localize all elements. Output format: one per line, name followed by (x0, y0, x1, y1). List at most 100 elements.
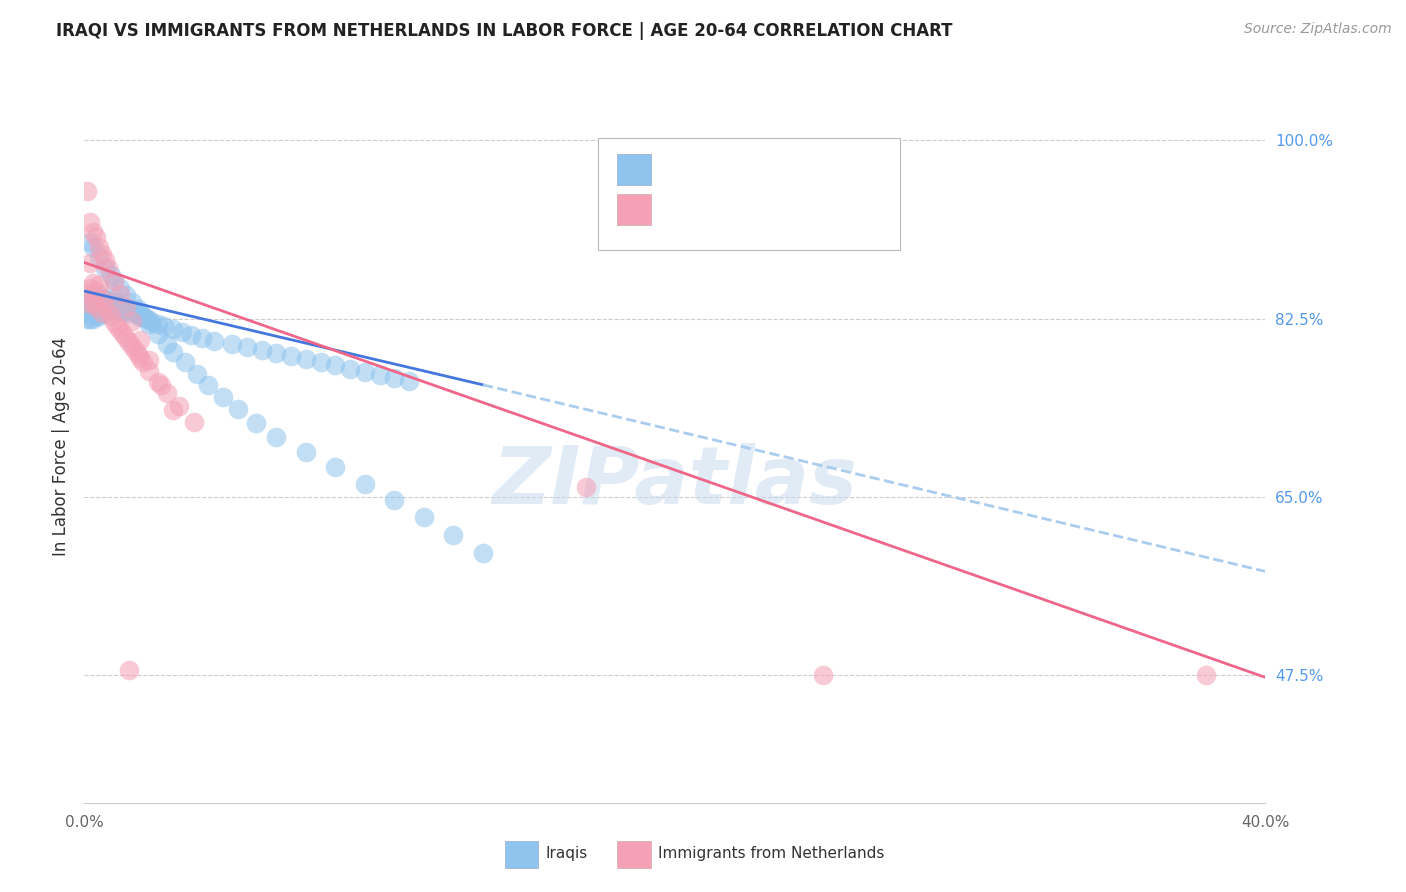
Point (94, 292, 117, 306)
Point (82, 311, 104, 326)
Point (111, 326, 134, 341)
Point (76, 306, 98, 320)
Point (76, 296, 98, 310)
Point (309, 355, 332, 369)
Point (79, 301, 101, 316)
Point (124, 343, 146, 358)
Point (84, 296, 107, 310)
Point (250, 343, 273, 358)
Point (100, 295, 122, 310)
Point (129, 333, 152, 347)
Point (221, 337, 243, 351)
Point (173, 355, 195, 369)
Point (79, 215, 101, 229)
Point (1195, 668, 1218, 682)
Point (245, 416, 267, 430)
Point (97, 303, 120, 318)
Point (105, 301, 128, 316)
Point (156, 337, 179, 351)
Point (79, 306, 101, 320)
Point (82, 296, 104, 310)
Point (108, 287, 131, 301)
Point (295, 352, 318, 367)
Point (103, 315, 125, 329)
Point (124, 305, 146, 319)
Point (91, 295, 114, 310)
Point (91, 306, 114, 320)
Point (97, 260, 120, 275)
Point (79, 281, 101, 295)
Point (132, 309, 155, 323)
Point (264, 430, 288, 444)
Point (89, 251, 111, 265)
Point (89, 288, 111, 302)
Point (121, 339, 143, 353)
Point (129, 310, 152, 324)
Text: R = -0.484   N =  50: R = -0.484 N = 50 (664, 199, 882, 217)
Point (76, 184, 98, 198)
Point (354, 365, 377, 379)
Point (91, 301, 114, 315)
Text: Immigrants from Netherlands: Immigrants from Netherlands (658, 847, 884, 861)
Point (76, 311, 98, 326)
Point (89, 277, 111, 292)
Point (138, 363, 160, 377)
Point (103, 299, 125, 313)
Point (91, 291, 114, 305)
Point (141, 315, 163, 329)
Text: Source: ZipAtlas.com: Source: ZipAtlas.com (1244, 22, 1392, 37)
Point (162, 345, 184, 359)
Point (91, 305, 114, 319)
Point (84, 301, 107, 315)
Point (121, 303, 143, 318)
Point (100, 309, 122, 323)
Point (114, 288, 136, 302)
Point (79, 311, 101, 326)
Point (84, 309, 107, 323)
Point (97, 293, 120, 308)
Point (94, 308, 117, 322)
Point (135, 310, 157, 325)
Point (94, 296, 117, 310)
Point (111, 305, 134, 319)
Point (368, 368, 391, 382)
Point (354, 476, 377, 491)
Point (79, 255, 101, 269)
Point (97, 303, 120, 318)
Point (212, 390, 235, 404)
Point (382, 493, 406, 508)
Text: ZIPatlas: ZIPatlas (492, 442, 858, 521)
Point (127, 347, 149, 361)
Point (103, 274, 125, 288)
Point (148, 326, 170, 341)
Text: Iraqis: Iraqis (546, 847, 588, 861)
Point (129, 351, 152, 366)
Point (103, 304, 125, 318)
Point (103, 274, 125, 288)
Point (295, 445, 318, 459)
Point (127, 302, 149, 317)
Point (167, 399, 190, 413)
Point (118, 301, 141, 316)
Point (114, 331, 136, 345)
Point (226, 402, 249, 417)
Point (82, 276, 104, 290)
Point (84, 301, 107, 316)
Point (170, 325, 193, 339)
Point (76, 301, 98, 316)
Point (82, 240, 104, 254)
Point (441, 527, 464, 541)
Point (121, 313, 143, 327)
Point (132, 355, 155, 369)
Point (89, 293, 111, 308)
Point (94, 260, 117, 275)
Text: IRAQI VS IMMIGRANTS FROM NETHERLANDS IN LABOR FORCE | AGE 20-64 CORRELATION CHAR: IRAQI VS IMMIGRANTS FROM NETHERLANDS IN … (56, 22, 953, 40)
Point (114, 302, 136, 317)
Point (79, 296, 101, 310)
Point (108, 298, 131, 312)
Point (138, 317, 160, 331)
Point (100, 301, 122, 315)
Point (382, 370, 406, 384)
Point (148, 317, 170, 331)
Y-axis label: In Labor Force | Age 20-64: In Labor Force | Age 20-64 (52, 336, 70, 556)
